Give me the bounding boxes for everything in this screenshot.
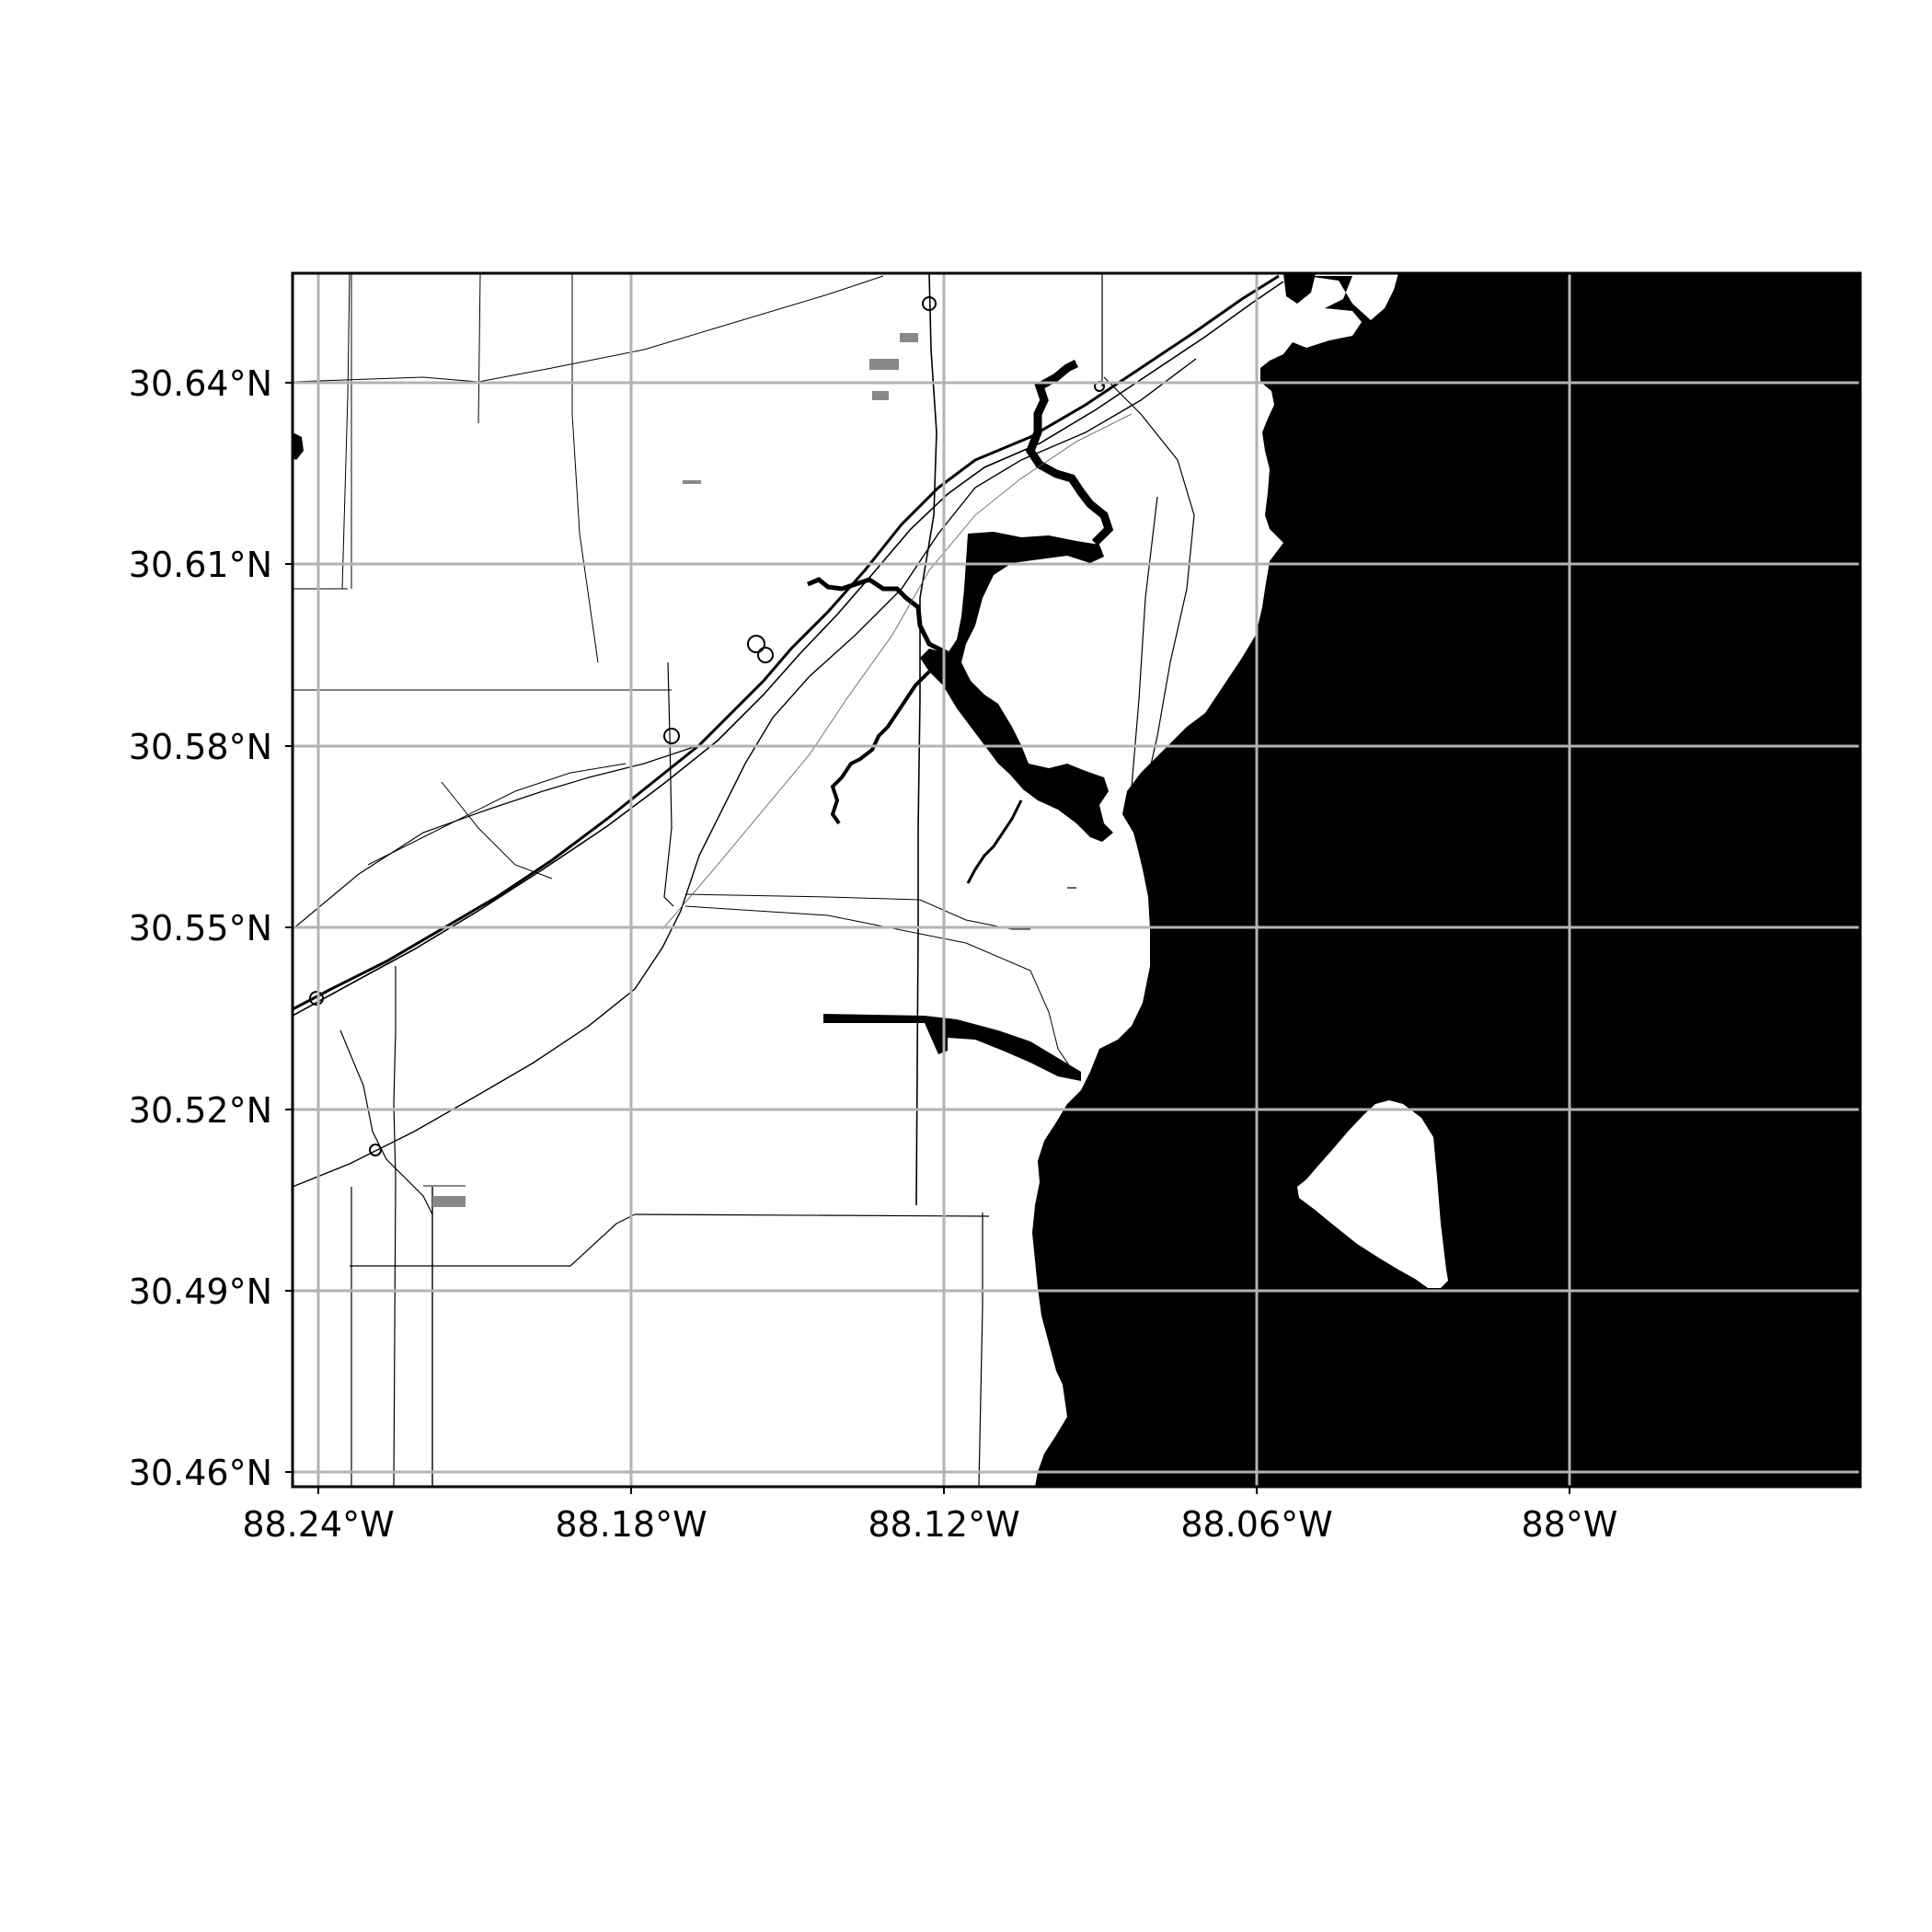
map-frame — [291, 271, 1862, 1489]
lat-label-30.46: 30.46°N — [129, 1453, 272, 1493]
built-areas — [423, 333, 918, 1207]
lat-label-30.55: 30.55°N — [129, 908, 272, 949]
interstate-10 — [293, 274, 1280, 1011]
creek-west-2 — [830, 670, 931, 825]
lat-label-30.49: 30.49°N — [129, 1271, 272, 1312]
lat-label-30.52: 30.52°N — [129, 1090, 272, 1131]
dog-river-water — [920, 532, 1113, 842]
west-pond — [293, 432, 304, 460]
lon-label-88.24: 88.24°W — [242, 1504, 394, 1545]
lon-label-88.06: 88.06°W — [1180, 1504, 1332, 1545]
graticule — [293, 273, 1860, 1487]
theodore-canal — [823, 1014, 1081, 1081]
longitude-labels: 88.24°W 88.18°W 88.12°W 88.06°W 88°W — [242, 1504, 1617, 1545]
lat-label-30.58: 30.58°N — [129, 727, 272, 767]
bay-water — [1032, 273, 1860, 1487]
lat-label-30.64: 30.64°N — [129, 363, 272, 404]
lon-label-88.12: 88.12°W — [868, 1504, 1019, 1545]
road-network — [293, 273, 1284, 1487]
tick-marks — [285, 382, 1570, 1494]
latitude-labels: 30.64°N 30.61°N 30.58°N 30.55°N 30.52°N … — [129, 363, 272, 1493]
map-panel[interactable] — [293, 273, 1860, 1487]
spoil-island — [1297, 1100, 1448, 1288]
lon-label-88.00: 88°W — [1522, 1504, 1618, 1545]
creek-south — [966, 799, 1023, 884]
lat-label-30.61: 30.61°N — [129, 545, 272, 585]
lon-label-88.18: 88.18°W — [555, 1504, 707, 1545]
bay-water-north-inlet — [1283, 273, 1316, 304]
